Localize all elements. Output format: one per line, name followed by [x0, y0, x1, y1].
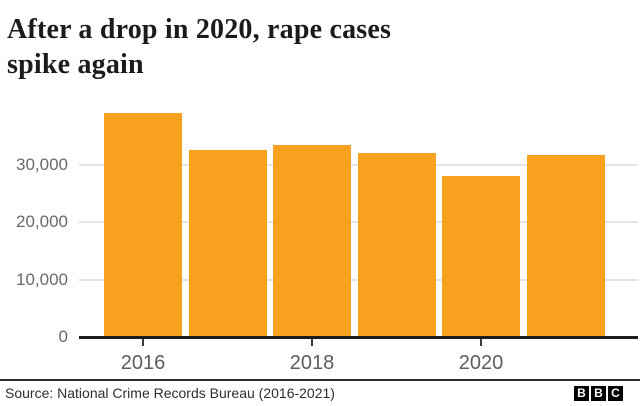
bbc-logo-letter-2: B [591, 386, 606, 401]
bar-2021 [526, 154, 605, 337]
chart-title: After a drop in 2020, rape cases spike a… [7, 12, 507, 82]
y-axis-label-10,000: 10,000 [16, 269, 68, 289]
x-tick-2018 [311, 339, 313, 346]
x-axis-label-2016: 2016 [120, 352, 166, 374]
bar-2017 [188, 149, 267, 337]
y-axis-label-20,000: 20,000 [16, 212, 68, 231]
source-text: Source: National Crime Records Bureau (2… [5, 385, 335, 401]
x-axis-label-2020: 2020 [458, 352, 504, 374]
bar-2019 [357, 152, 436, 337]
bbc-logo-letter-3: C [608, 386, 623, 401]
chart-title-line1: After a drop in 2020, rape cases [7, 14, 392, 45]
x-tick-2020 [480, 339, 482, 346]
bar-2016 [104, 113, 182, 337]
y-axis-label-0: 0 [58, 327, 68, 346]
x-axis-label-2018: 2018 [289, 352, 335, 374]
y-axis-label-30,000: 30,000 [16, 154, 68, 174]
x-tick-2016 [142, 339, 144, 346]
bar-2018 [273, 145, 351, 337]
chart-title-line2: spike again [7, 49, 144, 80]
bar-2020 [442, 175, 520, 337]
bbc-logo-letter-1: B [574, 386, 589, 401]
footer-divider [0, 379, 640, 381]
x-axis-baseline [79, 336, 638, 339]
